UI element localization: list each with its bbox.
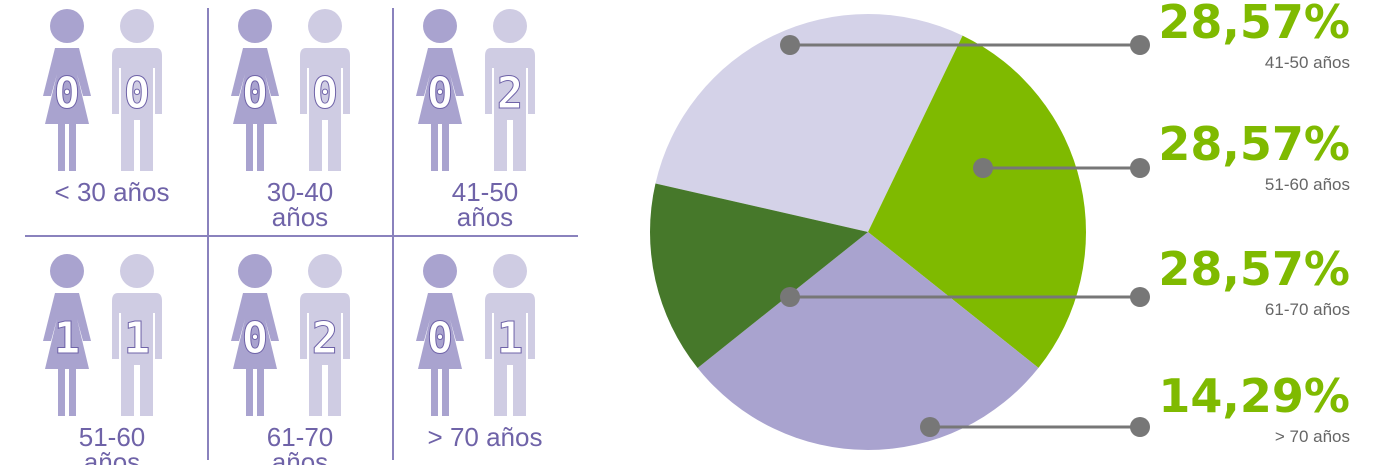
woman-figure: 0 [416, 254, 464, 416]
count: 0 [312, 68, 339, 119]
count: 0 [124, 68, 151, 119]
head [423, 254, 457, 288]
body [416, 48, 464, 171]
head [120, 254, 154, 288]
pie-slice [650, 183, 868, 368]
cell-label: 41-50 [452, 177, 519, 207]
body [112, 48, 162, 171]
cell-label: 30-40 [267, 177, 334, 207]
count: 0 [427, 68, 454, 119]
cell-label: < 30 años [55, 177, 170, 207]
cell-label: años [84, 447, 140, 465]
woman-figure: 0 [231, 254, 279, 416]
value-label: 14,29% [1158, 369, 1350, 423]
count: 0 [242, 68, 269, 119]
pie-slice [655, 14, 963, 233]
body [112, 293, 162, 416]
man-figure: 1 [112, 254, 162, 416]
category-label: 41-50 años [1265, 53, 1350, 72]
cell-label: años [272, 447, 328, 465]
body [231, 293, 279, 416]
body [300, 48, 350, 171]
leader-dot [1130, 287, 1150, 307]
head [50, 254, 84, 288]
leader-dot [920, 417, 940, 437]
man-figure: 2 [300, 254, 350, 416]
man-figure: 0 [300, 9, 350, 171]
head [308, 254, 342, 288]
body [485, 48, 535, 171]
head [238, 9, 272, 43]
head [308, 9, 342, 43]
man-figure: 2 [485, 9, 535, 171]
woman-figure: 0 [231, 9, 279, 171]
pie-slice [697, 232, 1039, 450]
man-figure: 0 [112, 9, 162, 171]
leader-dot [973, 158, 993, 178]
head [493, 254, 527, 288]
value-label: 28,57% [1158, 117, 1350, 171]
head [423, 9, 457, 43]
head [50, 9, 84, 43]
category-label: 51-60 años [1265, 175, 1350, 194]
count: 0 [242, 313, 269, 364]
head [120, 9, 154, 43]
leader-dot [780, 287, 800, 307]
cell-label: > 70 años [428, 422, 543, 452]
head [493, 9, 527, 43]
leader-dot [1130, 35, 1150, 55]
cell-label: 51-60 [79, 422, 146, 452]
cell-label: años [457, 202, 513, 232]
count: 2 [312, 313, 339, 364]
count: 1 [54, 313, 81, 364]
count: 0 [54, 68, 81, 119]
value-label: 28,57% [1158, 242, 1350, 296]
body [43, 293, 91, 416]
woman-figure: 1 [43, 254, 91, 416]
cell-label: 61-70 [267, 422, 334, 452]
pie-slice [868, 35, 1086, 368]
woman-figure: 0 [416, 9, 464, 171]
value-label: 28,57% [1158, 0, 1350, 49]
body [416, 293, 464, 416]
cell-label: años [272, 202, 328, 232]
count: 1 [497, 313, 524, 364]
category-label: 61-70 años [1265, 300, 1350, 319]
count: 0 [427, 313, 454, 364]
man-figure: 1 [485, 254, 535, 416]
count: 1 [124, 313, 151, 364]
body [300, 293, 350, 416]
body [43, 48, 91, 171]
body [485, 293, 535, 416]
count: 2 [497, 68, 524, 119]
head [238, 254, 272, 288]
category-label: > 70 años [1275, 427, 1350, 446]
woman-figure: 0 [43, 9, 91, 171]
body [231, 48, 279, 171]
leader-dot [1130, 417, 1150, 437]
leader-dot [1130, 158, 1150, 178]
leader-dot [780, 35, 800, 55]
